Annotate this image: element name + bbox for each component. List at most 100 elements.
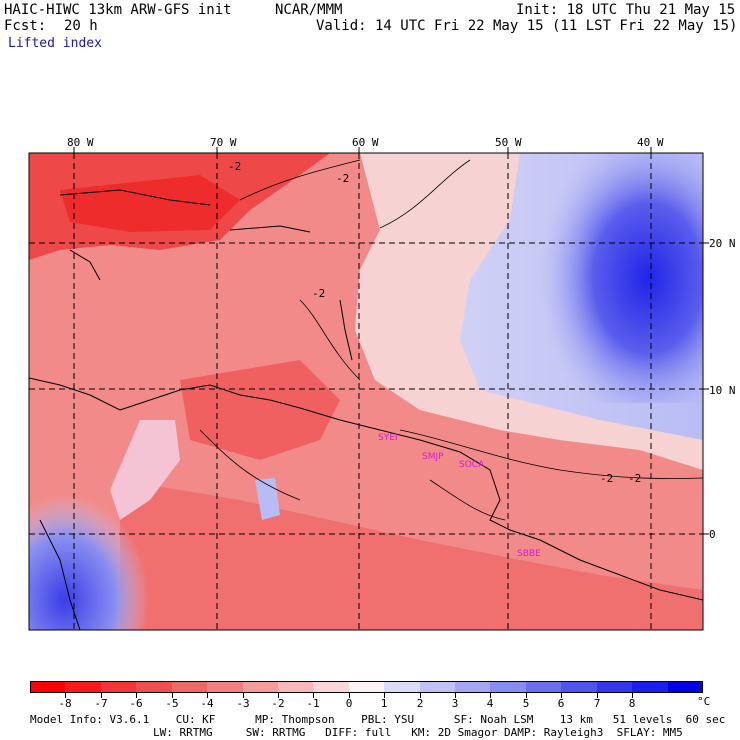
colorbar-swatch: [30, 681, 66, 693]
colorbar-swatch: [171, 681, 208, 693]
colorbar-swatch: [667, 681, 704, 693]
colorbar-tick: [632, 693, 633, 698]
colorbar-label: 0: [345, 697, 353, 710]
colorbar-swatch: [313, 681, 350, 693]
contour-line: [399, 429, 704, 479]
lon-label-70w: 70 W: [210, 136, 237, 149]
contour-line: [299, 299, 361, 381]
colorbar-label: 3: [451, 697, 459, 710]
colorbar-swatch: [277, 681, 314, 693]
weak-instability-band: [355, 153, 703, 470]
colorbar-label: -3: [236, 697, 250, 710]
colorbar-tick: [207, 693, 208, 698]
colorbar-tick: [172, 693, 173, 698]
coastlines: [28, 189, 704, 631]
colorbar-swatch: [596, 681, 633, 693]
contour-line: [199, 429, 301, 501]
graticule: [29, 153, 703, 630]
colorbar-swatch: [65, 681, 102, 693]
colorbar-label: -6: [129, 697, 143, 710]
model-info-line1: Model Info: V3.6.1 CU: KF MP: Thompson P…: [30, 713, 726, 726]
model-title: HAIC-HIWC 13km ARW-GFS init: [4, 2, 232, 18]
plot-frame: [28, 152, 704, 631]
lon-label-60w: 60 W: [352, 136, 379, 149]
stable-region-pacific: [29, 480, 149, 630]
model-info-line2: LW: RRTMG SW: RRTMG DIFF: full KM: 2D Sm…: [153, 726, 683, 739]
station-sbbe: SBBE: [517, 549, 541, 559]
colorbar-swatch: [525, 681, 562, 693]
colorbar-label: -8: [58, 697, 72, 710]
colorbar-tick: [455, 693, 456, 698]
colorbar-frame: [30, 681, 703, 693]
colorbar-tick: [278, 693, 279, 698]
colorbar-swatch: [561, 681, 598, 693]
contour-label: -2: [312, 287, 325, 300]
colorbar-swatch: [455, 681, 491, 693]
colorbar-label: -2: [271, 697, 285, 710]
map-fill: [29, 153, 703, 630]
contour-label: -2: [600, 472, 613, 485]
lat-label-0: 0: [709, 528, 716, 541]
colorbar-tick: [313, 693, 314, 698]
colorbar-tick: [597, 693, 598, 698]
colorbar-label: 2: [416, 697, 424, 710]
frame-ticks: [73, 147, 709, 535]
contour-line: [239, 159, 361, 201]
colorbar-tick: [561, 693, 562, 698]
colorbar-label: 7: [593, 697, 601, 710]
lat-label-20n: 20 N: [709, 237, 736, 250]
colorbar-swatch: [207, 681, 243, 693]
colorbar-swatch: [490, 681, 527, 693]
colorbar-label: 5: [522, 697, 530, 710]
contour-label: -2: [228, 160, 241, 173]
strongest-instability: [60, 175, 240, 232]
contour-label: -2: [628, 472, 641, 485]
colorbar-label: 4: [486, 697, 494, 710]
colorbar-unit: °C: [697, 695, 711, 708]
colorbar-swatch: [632, 681, 669, 693]
colorbar-label: -4: [200, 697, 214, 710]
colorbar-tick: [101, 693, 102, 698]
colorbar-tick: [384, 693, 385, 698]
colorbar-tick: [136, 693, 137, 698]
colorbar-label: 6: [557, 697, 565, 710]
station-labels: SYEI SMJP SOCA SBBE: [378, 433, 541, 559]
stable-region-east: [520, 153, 703, 403]
lon-label-80w: 80 W: [67, 136, 94, 149]
contour-labels: -2 -2 -2 -2 -2: [228, 160, 641, 485]
coastline-central-america: [69, 249, 101, 281]
lat-label-10n: 10 N: [709, 384, 736, 397]
contour-label: -2: [336, 172, 349, 185]
colorbar-tick: [490, 693, 491, 698]
colorbar-swatch: [384, 681, 421, 693]
colorbar-label: -5: [165, 697, 179, 710]
colorbar-swatch: [100, 681, 137, 693]
coastline-cuba: [59, 189, 211, 206]
colorbar-label: 1: [380, 697, 388, 710]
contour-line: [379, 159, 471, 229]
forecast-label: Fcst:: [4, 18, 47, 34]
forecast-hours: 20 h: [64, 18, 98, 34]
org-label: NCAR/MMM: [275, 2, 343, 18]
colorbar-label: -1: [306, 697, 320, 710]
station-smjp: SMJP: [422, 452, 444, 462]
init-time: Init: 18 UTC Thu 21 May 15: [516, 2, 736, 18]
colorbar-tick: [349, 693, 350, 698]
field-name: Lifted index: [8, 36, 102, 51]
colorbar-swatch: [419, 681, 456, 693]
colorbar-tick: [420, 693, 421, 698]
coastline-hispaniola: [229, 225, 311, 233]
colorbar-swatch: [136, 681, 173, 693]
coastline-south-america-north: [28, 377, 511, 531]
contour-line: [429, 479, 506, 521]
lon-label-40w: 40 W: [637, 136, 664, 149]
coastline-lesser-antilles: [339, 299, 353, 361]
colorbar-tick: [243, 693, 244, 698]
colorbar-tick: [65, 693, 66, 698]
lon-label-50w: 50 W: [495, 136, 522, 149]
colorbar-label: -7: [94, 697, 108, 710]
coastline-pacific: [39, 519, 81, 631]
instability-venezuela: [180, 360, 340, 460]
colorbar-tick: [526, 693, 527, 698]
